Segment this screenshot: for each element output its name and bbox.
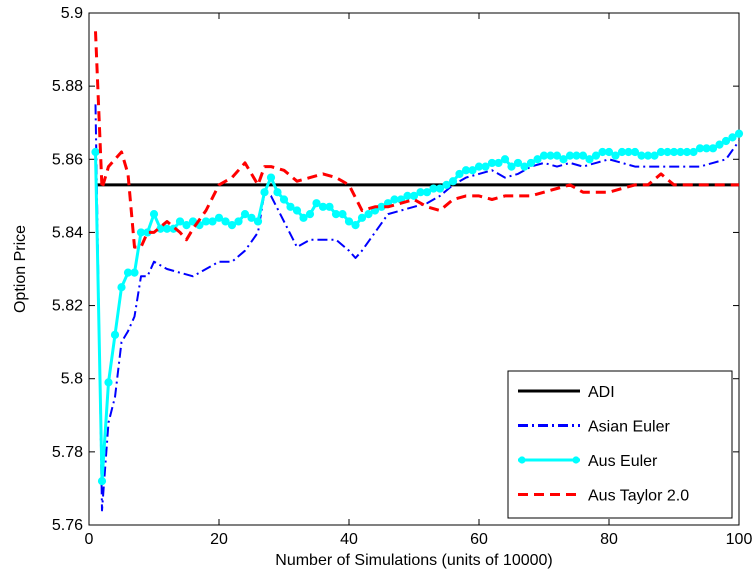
data-point (520, 162, 529, 171)
data-point (513, 158, 523, 168)
data-point (611, 151, 620, 160)
data-point (734, 129, 744, 138)
x-tick-label: 100 (726, 531, 753, 548)
legend-label: Aus Taylor 2.0 (588, 488, 689, 505)
data-point (260, 188, 269, 197)
data-point (728, 133, 737, 142)
legend-label: Asian Euler (588, 419, 670, 436)
y-tick-label: 5.8 (61, 371, 83, 388)
x-tick-label: 80 (600, 531, 618, 548)
data-point (110, 330, 120, 339)
series-layer (91, 31, 744, 512)
data-point (585, 155, 594, 164)
data-point (468, 166, 477, 175)
y-tick-label: 5.84 (52, 224, 83, 241)
data-point (117, 283, 126, 292)
data-point (578, 151, 588, 160)
data-point (507, 162, 516, 171)
data-point (273, 188, 282, 197)
x-tick-label: 60 (470, 531, 488, 548)
data-point (422, 188, 432, 197)
data-point (494, 158, 503, 168)
x-tick-label: 40 (340, 531, 358, 548)
y-tick-label: 5.78 (52, 444, 83, 461)
data-point (689, 147, 698, 157)
data-point (344, 217, 354, 226)
data-point (650, 151, 659, 160)
series-line (94, 31, 739, 249)
data-point (214, 213, 224, 222)
data-point (247, 213, 256, 222)
data-point (221, 217, 230, 226)
data-point (312, 199, 321, 208)
series-aus-euler (91, 129, 744, 486)
series-aus-taylor-2-0 (94, 31, 739, 249)
data-point (357, 213, 367, 222)
y-tick-label: 5.9 (61, 5, 83, 22)
series-line (94, 104, 740, 512)
data-point (286, 202, 295, 211)
data-point (292, 206, 302, 215)
data-point (227, 221, 237, 230)
x-tick-label: 20 (210, 531, 228, 548)
data-point (500, 155, 510, 164)
y-tick-label: 5.88 (52, 78, 83, 95)
data-point (364, 210, 373, 219)
x-axis-label: Number of Simulations (units of 10000) (275, 552, 552, 569)
data-point (130, 268, 139, 277)
data-point (591, 151, 601, 160)
data-point (91, 147, 100, 157)
data-point (435, 184, 445, 193)
data-point (351, 221, 360, 230)
legend-box (507, 370, 733, 519)
data-point (299, 213, 308, 222)
y-tick-label: 5.86 (52, 151, 83, 168)
data-point (208, 217, 217, 226)
data-point (552, 151, 562, 160)
data-point (338, 210, 347, 219)
data-point (604, 147, 614, 157)
data-point (481, 162, 490, 171)
legend-marker (518, 456, 526, 464)
y-tick-label: 5.76 (52, 517, 83, 534)
data-point (305, 210, 315, 219)
data-point (409, 191, 419, 200)
y-axis-label: Option Price (12, 225, 29, 313)
y-tick-label: 5.82 (52, 298, 83, 315)
data-point (526, 158, 536, 168)
data-point (240, 210, 250, 219)
data-point (442, 180, 451, 189)
data-point (175, 217, 185, 226)
data-point (182, 221, 191, 230)
x-tick-label: 0 (85, 531, 94, 548)
data-point (715, 140, 724, 149)
data-point (455, 169, 464, 179)
legend-marker (572, 456, 580, 464)
data-point (708, 144, 718, 153)
data-point (448, 177, 458, 186)
data-point (559, 155, 568, 164)
data-point (104, 378, 113, 387)
data-point (266, 173, 276, 182)
series-asian-euler (94, 104, 740, 512)
y-axis: 5.76 5.78 5.8 5.82 5.84 5.86 5.88 5.9 (52, 5, 739, 534)
data-point (149, 210, 159, 219)
data-point (97, 477, 107, 486)
x-axis: 0 20 40 60 80 100 (85, 13, 753, 548)
data-point (325, 202, 334, 211)
legend-label: Aus Euler (588, 453, 658, 470)
data-point (234, 217, 243, 226)
data-point (630, 147, 640, 157)
data-point (721, 136, 731, 146)
data-point (253, 217, 263, 226)
legend-label: ADI (588, 384, 615, 401)
legend: ADI Asian Euler Aus Euler Aus Taylor 2.0 (507, 370, 733, 519)
data-point (533, 155, 542, 164)
data-point (377, 202, 386, 211)
data-point (279, 195, 289, 204)
